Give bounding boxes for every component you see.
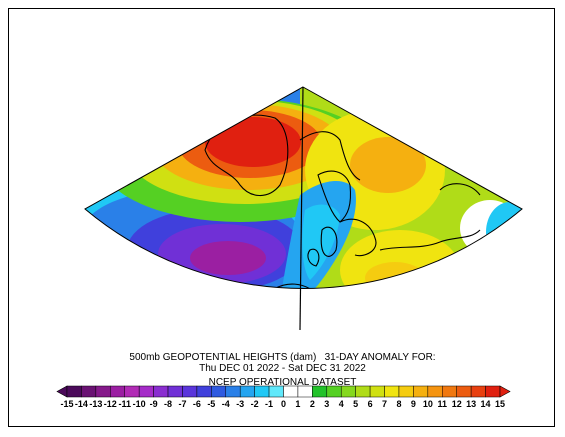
colorbar-swatch	[355, 385, 371, 398]
colorbar-swatch	[95, 385, 111, 398]
colorbar-tick-label: -12	[104, 399, 117, 409]
colorbar-tick-label: -13	[89, 399, 102, 409]
colorbar-swatch	[485, 385, 501, 398]
colorbar-tick-label: 5	[353, 399, 358, 409]
colorbar-swatch	[326, 385, 342, 398]
colorbar-right-arrow	[499, 385, 511, 398]
colorbar-tick-label: 7	[382, 399, 387, 409]
colorbar-swatch	[66, 385, 82, 398]
chart-title-line2: Thu DEC 01 2022 - Sat DEC 31 2022	[199, 363, 366, 374]
colorbar-tick-label: -6	[193, 399, 201, 409]
colorbar-swatch	[442, 385, 457, 398]
colorbar-tick-label: 3	[324, 399, 329, 409]
colorbar-tick-label: -8	[164, 399, 172, 409]
colorbar-swatch	[340, 385, 356, 398]
colorbar-tick-label: -15	[60, 399, 73, 409]
colorbar-swatch	[225, 385, 241, 398]
colorbar-tick-label: 6	[368, 399, 373, 409]
colorbar-tick-label: 4	[339, 399, 344, 409]
colorbar-swatch	[182, 385, 198, 398]
colorbar-tick-label: 13	[466, 399, 476, 409]
colorbar-tick-label: 15	[495, 399, 505, 409]
colorbar-tick-label: -3	[236, 399, 244, 409]
colorbar-swatch	[81, 385, 97, 398]
colorbar-swatch	[297, 385, 313, 398]
colorbar-tick-label: 0	[281, 399, 286, 409]
colorbar-tick-label: 1	[295, 399, 300, 409]
chart-title-line3: NCEP OPERATIONAL DATASET	[208, 377, 357, 388]
colorbar-tick-label: -10	[133, 399, 146, 409]
colorbar-swatch	[312, 385, 328, 398]
colorbar-tick-label: 14	[481, 399, 491, 409]
colorbar-tick-label: -2	[251, 399, 259, 409]
colorbar-tick-label: 9	[411, 399, 416, 409]
colorbar-swatch	[254, 385, 270, 398]
colorbar-swatch	[413, 385, 429, 398]
colorbar-tick-label: 2	[310, 399, 315, 409]
colorbar-swatch	[211, 385, 227, 398]
colorbar-tick-label: 8	[396, 399, 401, 409]
colorbar-swatch	[268, 385, 284, 398]
colorbar-swatch	[167, 385, 183, 398]
colorbar-tick-label: -7	[178, 399, 186, 409]
colorbar-swatch	[384, 385, 400, 398]
colorbar-swatch	[369, 385, 385, 398]
colorbar-tick-label: -11	[118, 399, 131, 409]
colorbar-tick-label: 12	[452, 399, 462, 409]
colorbar-swatch	[196, 385, 212, 398]
colorbar-swatch	[470, 385, 486, 398]
colorbar-tick-label: -5	[207, 399, 215, 409]
colorbar-tick-label: 10	[423, 399, 433, 409]
colorbar-tick-label: 11	[438, 399, 448, 409]
colorbar-left-arrow	[56, 385, 68, 398]
colorbar-swatch	[427, 385, 443, 398]
colorbar-tick-label: -9	[150, 399, 158, 409]
colorbar-swatch	[456, 385, 472, 398]
colorbar-tick-label: -4	[222, 399, 230, 409]
colorbar-swatch	[153, 385, 169, 398]
colorbar-swatch	[124, 385, 140, 398]
colorbar-tick-label: -14	[75, 399, 88, 409]
colorbar-tick-label: -1	[265, 399, 273, 409]
colorbar-swatch	[398, 385, 414, 398]
colorbar-swatch	[239, 385, 255, 398]
colorbar-swatch	[110, 385, 125, 398]
colorbar-swatch	[138, 385, 154, 398]
chart-title-line1: 500mb GEOPOTENTIAL HEIGHTS (dam) 31-DAY …	[129, 352, 436, 363]
colorbar-swatch	[283, 385, 299, 398]
